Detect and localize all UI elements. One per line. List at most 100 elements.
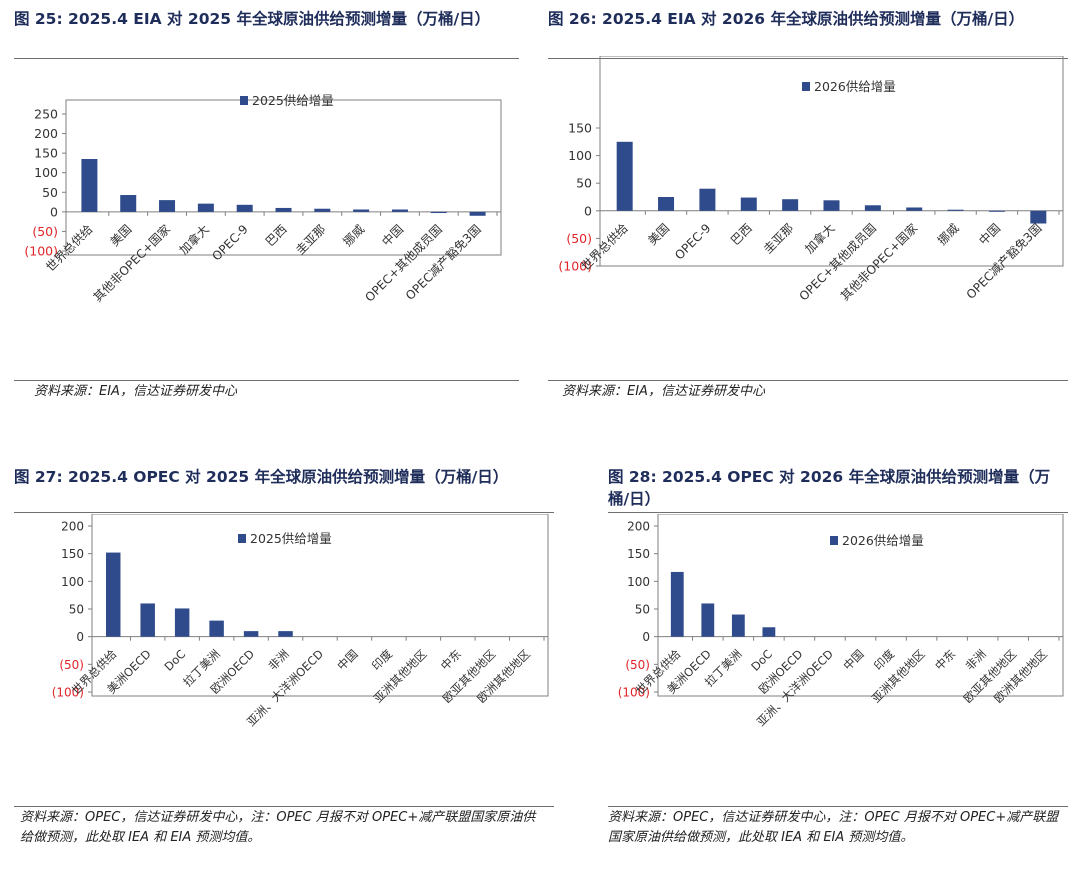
bar <box>105 552 121 637</box>
bar <box>616 141 633 211</box>
source-note: 资料来源：OPEC，信达证券研发中心，注：OPEC 月报不对 OPEC+减产联盟… <box>20 810 536 845</box>
bar <box>782 199 799 211</box>
x-category-label: OPEC减产豁免3国 <box>963 220 1045 302</box>
legend-swatch <box>830 536 838 545</box>
x-category-label: 挪威 <box>935 221 962 248</box>
y-tick-label: 100 <box>34 165 58 180</box>
title-rule <box>14 58 519 59</box>
bar <box>430 211 447 214</box>
y-tick-label: 0 <box>76 630 84 644</box>
x-category-label: 加拿大 <box>176 221 212 257</box>
x-category-label: 中国 <box>334 647 360 673</box>
y-tick-label: 50 <box>576 176 592 191</box>
bar <box>353 209 370 212</box>
legend-swatch <box>240 96 248 105</box>
bar <box>391 209 408 212</box>
source-rule <box>14 380 519 381</box>
y-tick-label: 100 <box>568 148 592 163</box>
source-note: 资料来源：EIA，信达证券研发中心 <box>562 384 765 399</box>
x-category-label: 圭亚那 <box>293 222 328 257</box>
plot-frame <box>91 514 549 697</box>
bar <box>699 188 716 211</box>
bar <box>1030 210 1047 224</box>
y-tick-label: 200 <box>627 520 650 534</box>
y-tick-label: 200 <box>34 126 58 141</box>
bar <box>469 211 486 216</box>
y-tick-label: (100) <box>558 259 592 274</box>
bar <box>275 207 292 212</box>
bar <box>81 159 98 212</box>
legend-label: 2025供给增量 <box>252 93 334 108</box>
x-category-label: 非洲 <box>265 647 291 673</box>
x-category-label: 中国 <box>975 220 1003 248</box>
x-category-label: 其他非OPEC+国家 <box>837 220 920 303</box>
legend-label: 2025供给增量 <box>250 531 332 546</box>
y-tick-label: (50) <box>566 231 592 246</box>
y-tick-label: 150 <box>34 146 58 161</box>
bar <box>209 620 224 637</box>
legend-label: 2026供给增量 <box>814 79 896 94</box>
x-category-label: 非洲 <box>963 647 989 673</box>
bar <box>140 603 155 637</box>
figure-title: 图 28: 2025.4 OPEC 对 2026 年全球原油供给预测增量（万桶/… <box>608 468 1051 508</box>
bar <box>174 608 190 637</box>
y-tick-label: (50) <box>32 224 58 239</box>
bar <box>670 571 684 637</box>
source-rule <box>14 806 554 807</box>
x-category-label: DoC <box>161 647 188 674</box>
y-tick-label: (100) <box>24 244 58 259</box>
bar <box>906 207 923 211</box>
bar <box>243 631 259 637</box>
bar <box>823 200 840 211</box>
y-tick-label: 50 <box>42 185 58 200</box>
source-rule <box>548 380 1068 381</box>
y-tick-label: 150 <box>568 121 592 136</box>
bar <box>120 195 137 212</box>
x-category-label: 中东 <box>932 647 958 673</box>
bar <box>278 631 293 637</box>
bar <box>864 205 881 211</box>
y-tick-label: 100 <box>61 575 84 589</box>
y-tick-label: 100 <box>627 575 650 589</box>
bar <box>701 603 715 637</box>
x-category-label: OPEC+其他成员国 <box>796 221 879 304</box>
y-tick-label: (100) <box>52 686 84 700</box>
figure-title: 图 27: 2025.4 OPEC 对 2025 年全球原油供给预测增量（万桶/… <box>14 468 509 486</box>
bar <box>731 614 745 637</box>
title-rule <box>608 512 1068 513</box>
y-tick-label: 200 <box>61 520 84 534</box>
title-rule <box>14 512 554 513</box>
y-tick-label: 250 <box>34 107 58 122</box>
y-tick-label: 50 <box>635 603 650 617</box>
x-category-label: 美国 <box>107 222 134 249</box>
bar <box>236 204 253 212</box>
x-category-label: OPEC-9 <box>209 222 250 263</box>
plot-frame <box>65 99 502 256</box>
y-tick-label: 0 <box>642 630 650 644</box>
legend-swatch <box>802 82 810 91</box>
y-tick-label: (100) <box>618 686 650 700</box>
y-tick-label: 150 <box>627 547 650 561</box>
x-category-label: 巴西 <box>728 221 755 248</box>
x-category-label: 挪威 <box>340 222 367 249</box>
source-rule <box>608 806 1068 807</box>
plot-frame <box>657 514 1064 697</box>
figure-title: 图 26: 2025.4 EIA 对 2026 年全球原油供给预测增量（万桶/日… <box>548 10 1025 28</box>
title-rule <box>548 58 1068 59</box>
bar <box>197 203 214 212</box>
y-tick-label: (50) <box>625 658 650 672</box>
y-tick-label: (50) <box>59 658 84 672</box>
legend-label: 2026供给增量 <box>842 533 924 548</box>
y-tick-label: 50 <box>69 603 84 617</box>
y-tick-label: 150 <box>61 547 84 561</box>
x-category-label: 印度 <box>369 647 396 674</box>
y-tick-label: 0 <box>50 204 58 219</box>
x-category-label: 圭亚那 <box>761 221 796 256</box>
x-category-label: DoC <box>748 647 775 674</box>
source-note: 资料来源：OPEC，信达证券研发中心，注：OPEC 月报不对 OPEC+减产联盟… <box>608 810 1059 845</box>
legend-swatch <box>238 534 246 543</box>
